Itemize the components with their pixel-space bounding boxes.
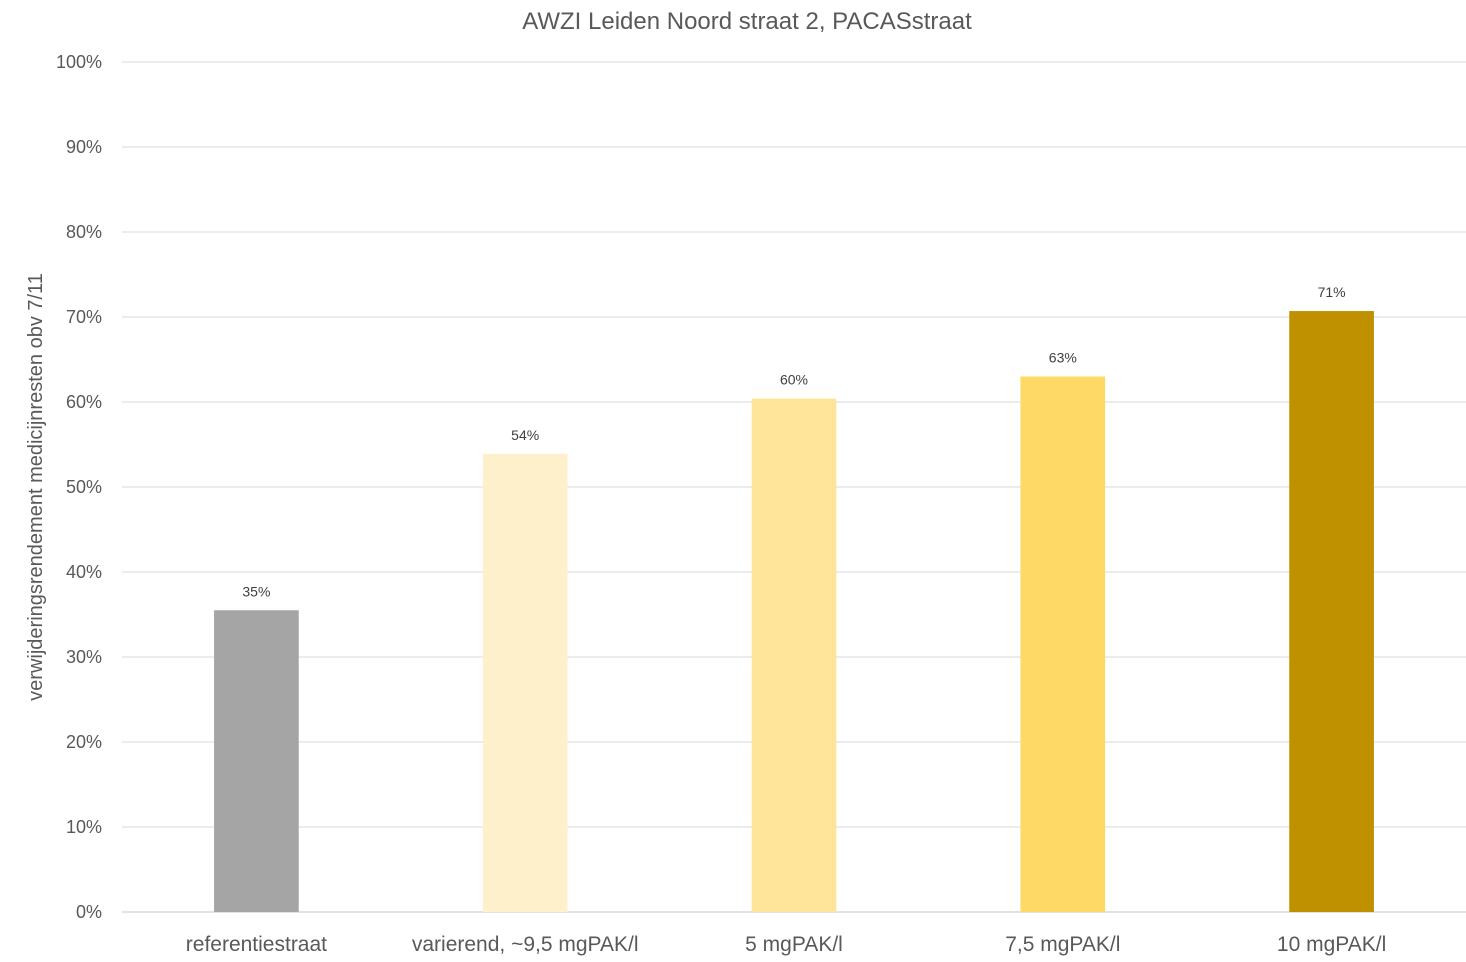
bar [1289, 311, 1374, 912]
y-tick-label: 10% [66, 817, 102, 837]
data-label: 63% [1049, 350, 1077, 366]
bars [214, 311, 1374, 913]
y-tick-label: 0% [76, 902, 102, 922]
bar [214, 610, 299, 912]
y-tick-label: 100% [56, 52, 102, 72]
bar [1020, 376, 1106, 912]
bar [482, 453, 568, 912]
y-tick-label: 70% [66, 307, 102, 327]
y-tick-label: 60% [66, 392, 102, 412]
bar [751, 398, 837, 913]
x-tick-label: 5 mgPAK/l [745, 933, 843, 956]
x-tick-label: 7,5 mgPAK/l [1005, 933, 1120, 956]
chart-title: AWZI Leiden Noord straat 2, PACASstraat [522, 8, 972, 35]
data-label: 60% [780, 372, 808, 388]
y-tick-label: 30% [66, 647, 102, 667]
y-axis-label: verwijderingsrendement medicijnresten ob… [25, 273, 47, 701]
data-label: 54% [511, 427, 539, 443]
x-axis-ticks: referentiestraat varierend, ~9,5 mgPAK/l 5… [186, 933, 1386, 956]
data-labels: 35% 54% 60% 63% 71% [242, 284, 1345, 599]
x-tick-label: referentiestraat [186, 933, 327, 956]
y-axis-ticks: 0% 10% 20% 30% 40% 50% 60% 70% 80% 90% 100% [56, 52, 102, 922]
x-tick-label: varierend, ~9,5 mgPAK/l [412, 933, 639, 956]
y-tick-label: 20% [66, 732, 102, 752]
y-tick-label: 40% [66, 562, 102, 582]
y-tick-label: 80% [66, 222, 102, 242]
x-tick-label: 10 mgPAK/l [1277, 933, 1386, 956]
y-tick-label: 50% [66, 477, 102, 497]
data-label: 71% [1318, 284, 1346, 300]
y-tick-label: 90% [66, 137, 102, 157]
data-label: 35% [242, 583, 270, 599]
